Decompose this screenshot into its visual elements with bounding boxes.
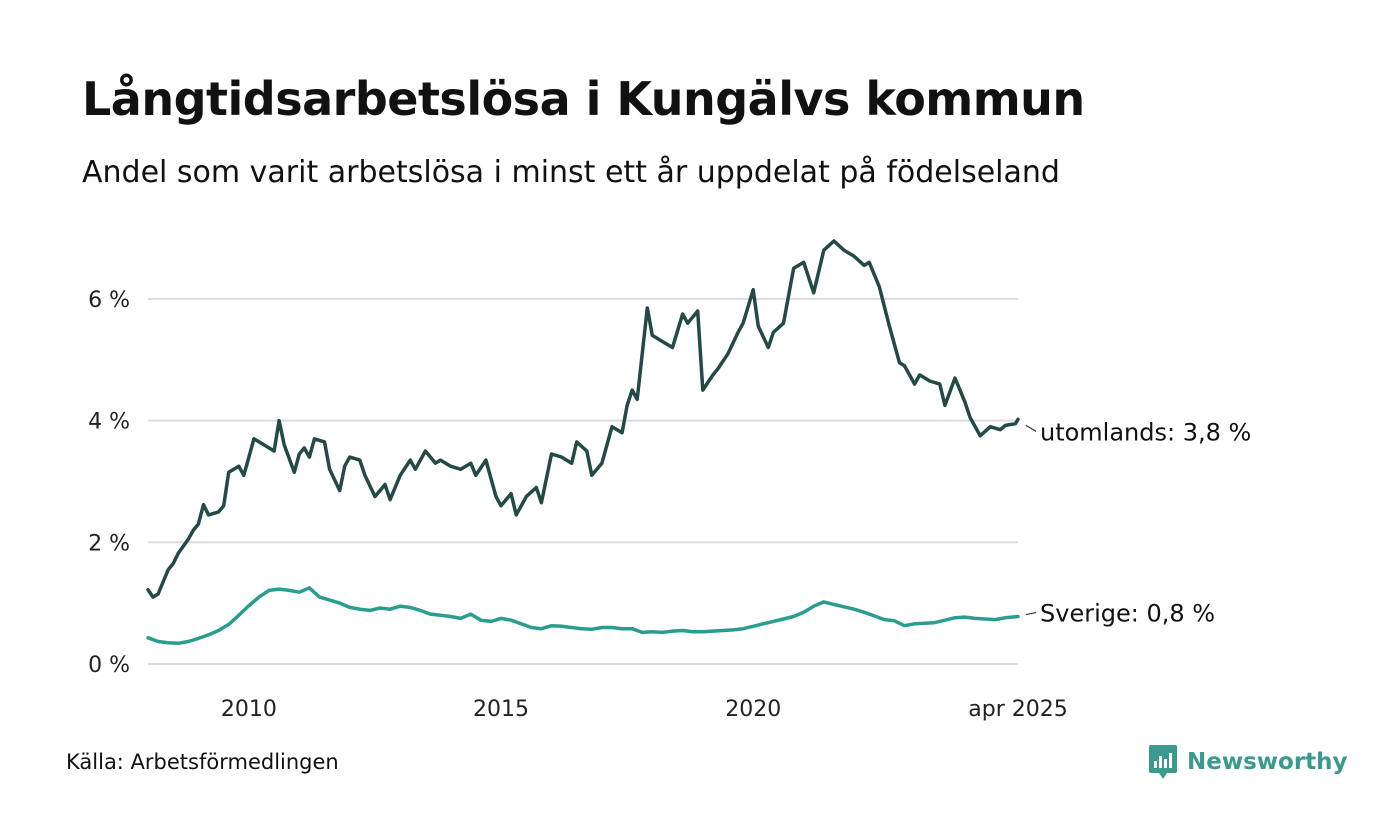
brand-logo[interactable]: Newsworthy bbox=[1148, 744, 1348, 780]
source-note: Källa: Arbetsförmedlingen bbox=[66, 750, 339, 774]
x-tick-label: 2010 bbox=[221, 697, 277, 722]
series-end-label: Sverige: 0,8 % bbox=[1040, 600, 1215, 628]
brand-name: Newsworthy bbox=[1187, 749, 1348, 775]
newsworthy-logo-icon bbox=[1149, 745, 1177, 779]
series-end-label: utomlands: 3,8 % bbox=[1040, 418, 1251, 446]
chart-subtitle: Andel som varit arbetslösa i minst ett å… bbox=[82, 155, 1060, 190]
y-tick-label: 6 % bbox=[88, 288, 130, 313]
series-line-sverige bbox=[146, 586, 1020, 646]
y-tick-label: 2 % bbox=[88, 531, 130, 556]
series-label-leader bbox=[1025, 611, 1037, 616]
chart-title: Långtidsarbetslösa i Kungälvs kommun bbox=[82, 72, 1085, 126]
y-tick-label: 0 % bbox=[88, 653, 130, 678]
x-tick-label: 2020 bbox=[725, 697, 781, 722]
series-line-utomlands bbox=[146, 239, 1020, 599]
x-tick-label: 2015 bbox=[473, 697, 529, 722]
series-label-leader bbox=[1025, 424, 1037, 432]
y-tick-label: 4 % bbox=[88, 410, 130, 435]
x-tick-label: apr 2025 bbox=[968, 697, 1067, 722]
